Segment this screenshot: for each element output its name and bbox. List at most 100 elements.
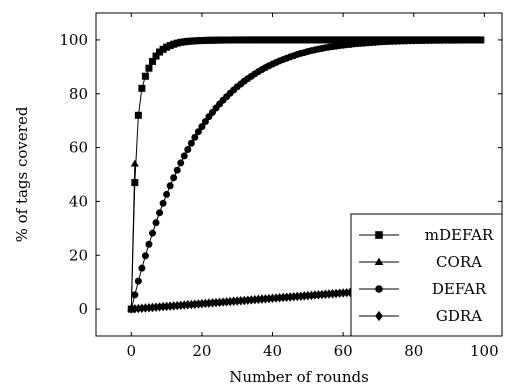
data-point-mdefar [258,36,266,44]
data-point-defar [201,117,209,125]
data-point-gdra [254,294,262,305]
data-point-gdra [141,303,149,313]
data-point-mdefar [283,36,291,44]
legend-marker-gdra [375,310,383,322]
data-point-gdra [219,297,227,307]
data-point-mdefar [145,64,153,72]
data-point-gdra [230,296,238,307]
x-tick-label: 80 [404,342,423,360]
x-tick-label: 60 [334,342,353,360]
y-axis-title: % of tags covered [13,106,31,242]
data-point-defar [163,190,171,198]
data-point-defar [184,145,192,153]
data-point-mdefar [314,36,322,44]
y-tick-label: 60 [69,139,88,157]
x-tick-label: 100 [470,342,499,360]
series-group [127,36,485,314]
data-point-mdefar [201,36,209,44]
legend-marker-defar [375,285,383,293]
data-point-mdefar [230,36,238,44]
data-point-defar [148,229,156,237]
data-point-gdra [198,298,206,309]
data-point-gdra [226,296,234,307]
data-point-mdefar [173,39,181,47]
data-point-gdra [265,293,273,304]
data-point-mdefar [194,37,202,45]
legend-label-defar: DEFAR [432,280,487,298]
data-point-mdefar [290,36,298,44]
data-point-mdefar [166,42,174,50]
data-point-gdra [131,304,139,314]
data-point-mdefar [216,36,224,44]
data-point-mdefar [254,36,262,44]
data-point-mdefar [251,36,259,44]
y-tick-label: 0 [78,300,88,318]
data-point-mdefar [329,36,337,44]
data-point-mdefar [307,36,315,44]
data-point-mdefar [279,36,287,44]
x-tick-label: 40 [263,342,282,360]
y-tick-label: 80 [69,85,88,103]
data-point-mdefar [237,36,245,44]
data-point-mdefar [134,111,142,119]
data-point-defar [131,291,139,299]
data-point-mdefar [261,36,269,44]
data-point-defar [134,277,142,285]
data-point-defar [194,128,202,136]
data-point-mdefar [187,37,195,45]
data-point-defar [477,36,485,44]
legend: mDEFAR CORA DEFAR GDRA [350,213,503,337]
data-point-mdefar [325,36,333,44]
data-point-gdra [240,295,248,306]
data-point-mdefar [205,36,213,44]
data-point-mdefar [336,36,344,44]
data-point-mdefar [191,37,199,45]
data-point-defar [152,219,160,227]
x-axis-title: Number of rounds [229,368,369,385]
data-point-mdefar [353,36,361,44]
data-point-defar [159,199,167,207]
data-point-mdefar [321,36,329,44]
data-point-defar [166,182,174,190]
data-point-gdra [244,295,252,305]
data-point-mdefar [148,57,156,65]
data-point-mdefar [293,36,301,44]
data-point-gdra [216,297,224,308]
data-point-mdefar [156,48,164,56]
legend-label-gdra: GDRA [436,307,482,325]
data-point-mdefar [180,38,188,46]
data-point-mdefar [343,36,351,44]
data-point-mdefar [276,36,284,44]
data-point-mdefar [233,36,241,44]
data-point-mdefar [311,36,319,44]
plot-area [95,12,503,337]
data-point-mdefar [240,36,248,44]
data-point-mdefar [223,36,231,44]
legend-label-mdefar: mDEFAR [425,226,494,244]
legend-marker-cora [374,257,384,266]
data-point-gdra [251,294,259,305]
data-point-mdefar [152,52,160,60]
data-point-defar [177,159,185,167]
data-point-gdra [247,295,255,305]
data-point-gdra [268,293,277,304]
data-point-mdefar [184,37,192,45]
data-point-gdra [127,304,135,314]
data-point-gdra [325,289,333,299]
data-point-gdra [201,298,209,309]
data-point-defar [141,252,149,260]
data-point-mdefar [247,36,255,44]
series-line-cora [130,163,136,310]
data-point-mdefar [350,36,358,44]
data-point-mdefar [177,38,185,46]
axis-ticks: 0 20 40 60 80 100 0 20 40 60 80 100 [59,13,502,360]
data-point-gdra [134,303,142,314]
data-point-mdefar [159,45,167,53]
data-point-gdra [138,303,146,314]
data-point-mdefar [300,36,308,44]
y-tick-label: 40 [69,192,88,210]
x-tick-label: 20 [192,342,211,360]
y-tick-label: 100 [59,31,88,49]
data-point-gdra [194,299,202,309]
data-point-mdefar [346,36,354,44]
